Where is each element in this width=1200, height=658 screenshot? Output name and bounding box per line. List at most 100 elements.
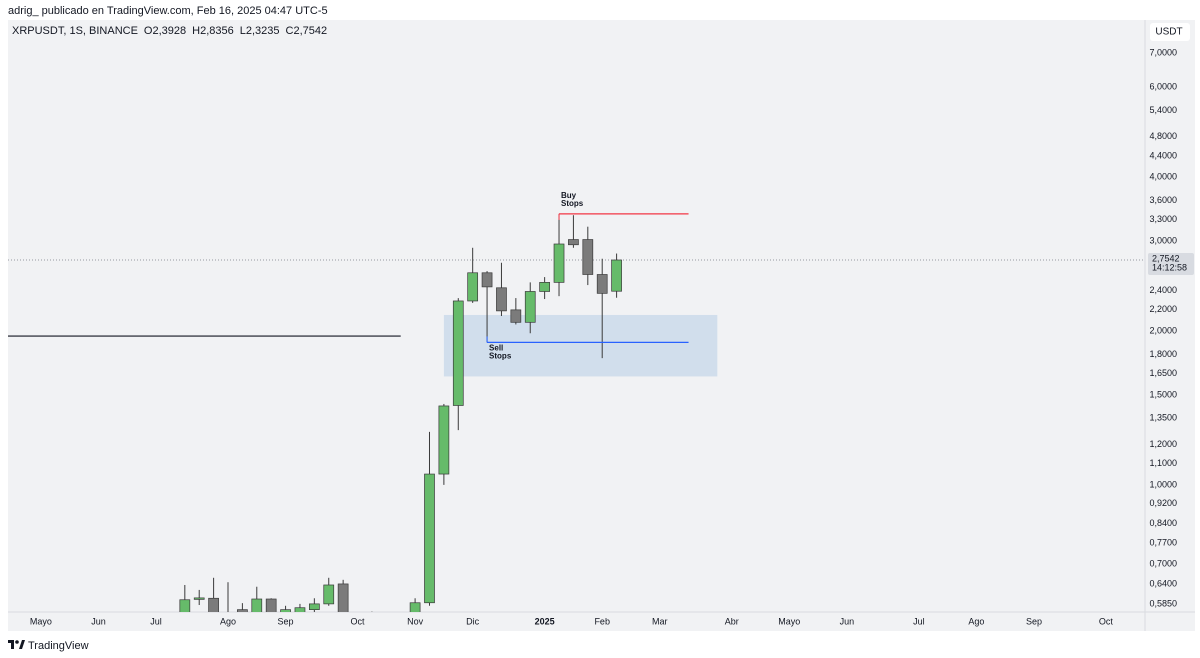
brand: TradingView — [28, 640, 89, 652]
y-tick-label: 3,3000 — [1149, 214, 1177, 224]
y-tick-label: 1,2000 — [1149, 439, 1177, 449]
candle-body — [179, 599, 191, 612]
x-tick-label: Sep — [278, 616, 294, 626]
x-tick-label: Jul — [150, 616, 162, 626]
y-tick-label: 1,0000 — [1149, 479, 1177, 489]
candle-body — [424, 473, 435, 604]
zone — [443, 314, 718, 377]
ohlc-key: O — [144, 25, 153, 37]
brand-logo — [8, 640, 25, 649]
y-tick-label: 1,1000 — [1149, 458, 1177, 468]
x-tick-label: Mar — [652, 616, 668, 626]
logo-part — [8, 640, 14, 649]
y-tick-label: 4,0000 — [1149, 172, 1177, 182]
candle-body — [467, 272, 479, 302]
annotation-label: Sell — [489, 344, 503, 353]
candle-body — [582, 239, 594, 275]
candle-body — [553, 243, 565, 283]
candle-body — [438, 405, 450, 475]
y-tick-label: 3,0000 — [1149, 235, 1177, 245]
x-tick-label: Nov — [407, 616, 424, 626]
x-tick-label: Jul — [913, 616, 925, 626]
candle-body — [280, 609, 291, 612]
candle-body — [510, 309, 522, 323]
y-tick-label: 0,7700 — [1149, 537, 1177, 547]
x-tick-label: Ago — [220, 616, 236, 626]
symbol: XRPUSDT, 1S, BINANCE — [12, 25, 138, 37]
annotation-label: Stops — [489, 352, 512, 361]
x-tick-label: Ago — [968, 616, 984, 626]
x-tick-label: Mayo — [30, 616, 52, 626]
y-tick-label: 1,3500 — [1149, 413, 1177, 423]
last-price-tag — [1148, 252, 1194, 275]
candle-body — [337, 583, 349, 612]
y-tick-label: 7,0000 — [1149, 47, 1177, 57]
candle-body — [496, 287, 507, 312]
ohlc-value: 2,3235 — [246, 25, 280, 37]
ohlc-key: C — [286, 25, 294, 37]
x-tick-label: Oct — [1099, 616, 1114, 626]
y-tick-label: 4,8000 — [1149, 131, 1177, 141]
candle-body — [193, 597, 205, 600]
y-tick-label: 0,8400 — [1149, 518, 1177, 528]
y-tick-label: 3,6000 — [1149, 195, 1177, 205]
candle-body — [568, 239, 579, 246]
y-tick-label: 4,4000 — [1149, 150, 1177, 160]
x-tick-label: Mayo — [778, 616, 800, 626]
ohlc-value: 2,8356 — [200, 25, 234, 37]
y-tick-label: 1,6500 — [1149, 368, 1177, 378]
x-tick-label: Oct — [351, 616, 366, 626]
y-tick-label: 0,6400 — [1149, 578, 1177, 588]
x-tick-label: Sep — [1026, 616, 1042, 626]
y-tick-label: 5,4000 — [1149, 105, 1177, 115]
y-tick-label: 1,8000 — [1149, 349, 1177, 359]
annotation-label: Buy — [561, 191, 577, 200]
bar-countdown: 14:12:58 — [1152, 262, 1187, 272]
y-tick-label: 0,5850 — [1149, 598, 1177, 608]
candle-body — [294, 607, 306, 612]
ohlc-key: L — [240, 25, 246, 37]
ohlc-key: H — [192, 25, 200, 37]
x-tick-label: Dic — [466, 616, 479, 626]
publish-line: adrig_ publicado en TradingView.com, Feb… — [8, 5, 328, 17]
symbol-line: XRPUSDT, 1S, BINANCE O2,3928 H2,8356 L2,323… — [12, 25, 327, 37]
candle-body — [611, 259, 622, 292]
y-tick-label: 2,2000 — [1149, 304, 1177, 314]
currency-box — [1150, 23, 1190, 41]
candle-body — [452, 300, 464, 406]
logo-part — [15, 640, 19, 644]
candle-body — [237, 609, 248, 612]
x-tick-label: Jun — [91, 616, 106, 626]
y-tick-label: 1,5000 — [1149, 389, 1177, 399]
candle-body — [251, 598, 263, 612]
candle-body — [208, 597, 219, 612]
ohlc-value: 2,7542 — [293, 25, 327, 37]
y-tick-label: 2,4000 — [1149, 285, 1177, 295]
candle-body — [409, 602, 421, 612]
y-tick-label: 2,0000 — [1149, 325, 1177, 335]
x-tick-label: Abr — [725, 616, 739, 626]
candle-body — [265, 598, 277, 612]
candle-body — [323, 584, 335, 605]
y-tick-label: 0,7000 — [1149, 558, 1177, 568]
candle-body — [596, 274, 608, 294]
axes: 7,0000 6,0000 5,4000 4,8000 4,4000 4,0000 3,60… — [30, 47, 1194, 626]
candle-body — [539, 282, 550, 292]
logo-part — [19, 640, 25, 649]
x-tick-label: 2025 — [535, 616, 555, 626]
ohlc-value: 2,3928 — [152, 25, 186, 37]
x-tick-label: Jun — [840, 616, 855, 626]
candle-body — [524, 291, 536, 323]
x-tick-label: Feb — [594, 616, 610, 626]
currency: USDT — [1155, 27, 1182, 38]
candle-body — [481, 272, 493, 288]
y-tick-label: 6,0000 — [1149, 82, 1177, 92]
last-price-label: 2,7542 — [1152, 253, 1180, 263]
candle-body — [309, 603, 320, 611]
annotation-label: Stops — [561, 199, 584, 208]
y-tick-label: 0,9200 — [1149, 498, 1177, 508]
